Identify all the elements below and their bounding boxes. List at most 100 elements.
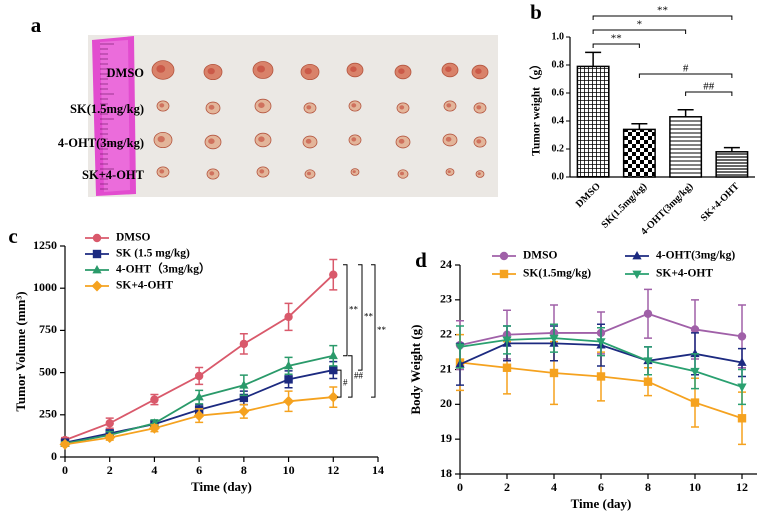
tumor-spot (208, 138, 215, 144)
tumor-spot (258, 136, 265, 142)
marker (549, 334, 559, 344)
tumor-spot (350, 66, 357, 72)
tumor-spot (445, 66, 452, 72)
significance-bracket (685, 91, 733, 96)
marker (499, 251, 509, 261)
marker (737, 383, 747, 392)
tumors (151, 60, 489, 180)
significance-label: # (683, 63, 689, 75)
y-tick-label: 0 (51, 449, 57, 463)
panel-letter: c (8, 224, 17, 248)
tumor-spot (477, 172, 481, 176)
tumor-spot (446, 103, 452, 108)
y-tick-label: 500 (39, 364, 57, 378)
x-axis-title: Time (day) (191, 479, 252, 494)
y-tick-label: 750 (39, 322, 57, 336)
y-tick-label: 0.0 (552, 171, 565, 182)
tumor-spot (476, 105, 482, 110)
marker (283, 360, 294, 370)
legend-label: 4-OHT（3mg/kg） (116, 262, 211, 276)
x-tick-label: 6 (196, 463, 202, 477)
x-tick-label: 6 (598, 480, 604, 494)
significance-bracket (348, 355, 353, 398)
tumor-spot (159, 103, 165, 108)
y-tick-label: 23 (440, 292, 452, 306)
significance-label: ** (657, 5, 668, 17)
y-axis-title: Tumor weight（g） (529, 58, 543, 155)
marker (643, 377, 653, 386)
ruler-ticks (100, 43, 114, 190)
marker (502, 363, 512, 372)
bar (576, 65, 610, 178)
y-tick-label: 0.6 (552, 87, 565, 98)
marker (329, 365, 338, 375)
marker (194, 392, 204, 401)
legend-label: DMSO (523, 250, 558, 262)
significance-bracket (592, 29, 687, 34)
tumor-spot (305, 138, 312, 144)
significance-label: ** (377, 325, 387, 335)
x-tick-label: 4 (151, 463, 157, 477)
tumor-spot (159, 169, 165, 174)
tumor-spot (445, 136, 452, 142)
x-tick-label: 12 (327, 463, 339, 477)
tumor-spot (207, 67, 215, 75)
tumor-spot (351, 103, 357, 108)
marker (193, 410, 205, 422)
y-tick-label: 24 (440, 257, 452, 271)
marker (690, 398, 700, 407)
significance-label: ** (349, 304, 359, 314)
marker (502, 336, 512, 345)
bar (669, 116, 703, 178)
y-tick-label: 0.8 (552, 59, 565, 70)
marker (59, 438, 71, 450)
y-tick-label: 0.2 (552, 143, 565, 154)
tumor-spot (156, 65, 166, 73)
marker (632, 250, 642, 260)
photo-background (88, 35, 498, 197)
x-tick-label: DMSO (574, 181, 603, 210)
significance-label: ## (354, 370, 364, 380)
marker (327, 391, 339, 403)
photo-panel (88, 35, 498, 197)
x-tick-label: 0 (457, 480, 463, 494)
marker (150, 395, 159, 404)
legend-label: 4-OHT(3mg/kg) (656, 250, 735, 262)
bar (715, 151, 749, 178)
significance-bracket (592, 43, 640, 48)
tumor-spot (304, 67, 312, 75)
y-tick-label: 250 (39, 407, 57, 421)
significance-bracket (358, 264, 363, 371)
tumor-spot (258, 102, 265, 108)
tumor-spot (398, 68, 405, 74)
tumor-spot (400, 171, 404, 176)
tumor-spot (209, 171, 215, 176)
row-label: SK(1.5mg/kg) (70, 102, 144, 116)
row-label: 4-OHT(3mg/kg) (58, 136, 144, 150)
marker (690, 348, 700, 358)
marker (239, 339, 249, 349)
marker (737, 357, 747, 366)
marker (91, 280, 103, 292)
tumor-spot (306, 105, 312, 110)
legend-label: SK(1.5mg/kg) (523, 268, 591, 280)
panel-letter: d (415, 248, 427, 272)
significance-bracket (638, 73, 733, 78)
significance-bracket (343, 264, 348, 357)
row-label: SK+4-OHT (82, 168, 145, 182)
tumor-spot (399, 105, 405, 110)
tumor-spot (157, 135, 165, 143)
x-tick-label: 10 (689, 480, 701, 494)
marker (284, 375, 293, 384)
y-tick-label: 1000 (33, 280, 57, 294)
y-tick-label: 18 (440, 466, 452, 480)
marker (104, 432, 116, 444)
tumor-spot (475, 68, 482, 74)
marker (632, 270, 642, 280)
x-tick-label: 8 (241, 463, 247, 477)
marker (737, 414, 747, 423)
x-tick-label: 12 (736, 480, 748, 494)
marker (105, 419, 114, 428)
marker (239, 380, 249, 389)
marker (596, 372, 606, 381)
